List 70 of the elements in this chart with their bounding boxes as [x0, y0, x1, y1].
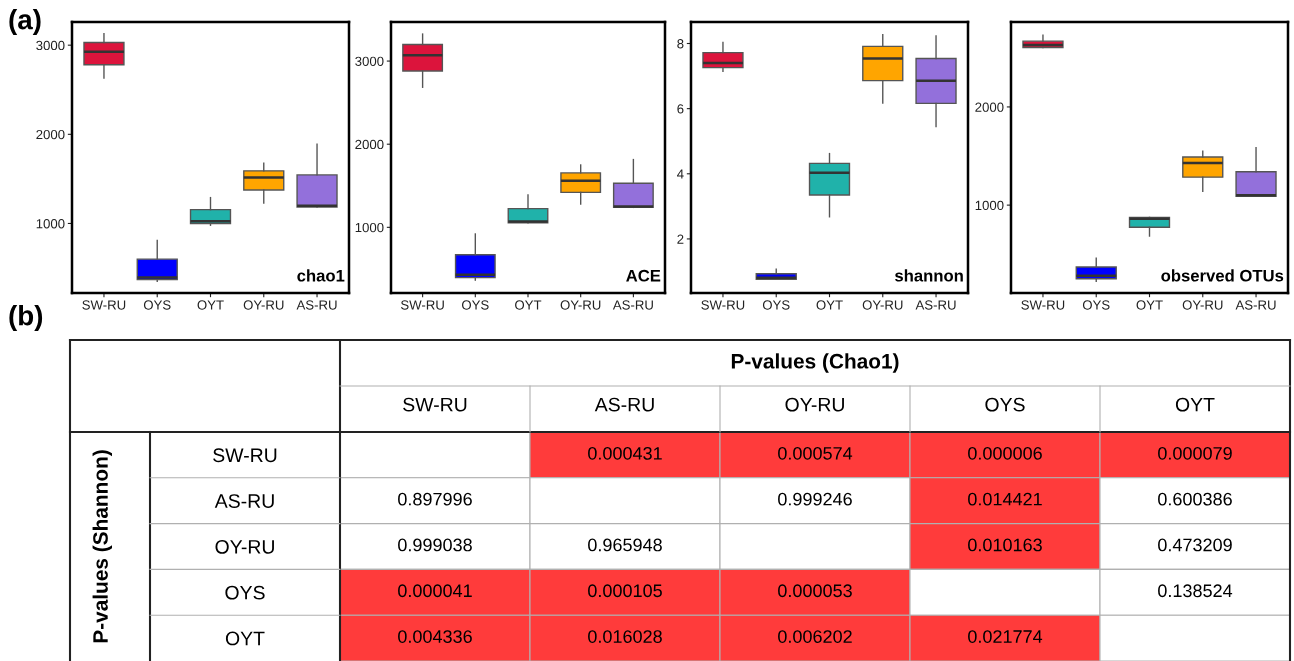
data-label: 0.600386 [1158, 492, 1232, 506]
y-tick-label: SW-RU [213, 448, 277, 463]
x-tick-label: OYT [1136, 300, 1163, 310]
data-label: 0.897996 [398, 492, 472, 506]
x-tick-label: AS-RU [594, 397, 654, 412]
x-tick-label: OYS [143, 300, 171, 310]
annotation: chao1 [297, 269, 345, 282]
data-label: 0.138524 [1158, 584, 1233, 598]
chart-title: P-values (Chao1) [731, 353, 899, 373]
y-tick-label: OY-RU [215, 539, 274, 554]
data-label: 0.000041 [398, 584, 472, 598]
data-label: 0.473209 [1158, 538, 1232, 552]
y-tick-label: 1000 [36, 219, 65, 229]
data-label: 0.010163 [968, 538, 1042, 552]
data-label: 0.999038 [398, 538, 472, 552]
x-tick-label: AS-RU [915, 300, 956, 310]
y-tick-label: 8 [677, 39, 684, 49]
data-label: 0.021774 [968, 630, 1043, 643]
data-label: 0.000431 [588, 446, 662, 460]
x-tick-label: SW-RU [400, 300, 444, 310]
data-label: 0.006202 [778, 630, 852, 643]
y-tick-label: OYS [225, 585, 265, 600]
x-tick-label: OY-RU [560, 300, 601, 310]
text: (b) [9, 305, 43, 331]
y-axis-title: P-values (Shannon) [92, 450, 112, 643]
y-tick-label: 2000 [355, 139, 384, 150]
y-tick-label: 6 [677, 104, 684, 114]
data-label: 0.004336 [398, 630, 472, 643]
x-tick-label: OYS [985, 397, 1025, 412]
data-label: 0.965948 [588, 538, 662, 552]
x-tick-label: SW-RU [403, 397, 467, 412]
x-tick-label: OYS [1082, 300, 1110, 310]
x-tick-label: AS-RU [1235, 300, 1276, 310]
x-tick-label: OYT [816, 300, 843, 310]
y-tick-label: 2 [677, 234, 684, 244]
data-label: 0.000079 [1158, 446, 1232, 460]
y-tick-label: AS-RU [214, 494, 274, 508]
x-tick-label: SW-RU [701, 300, 745, 310]
annotation: ACE [626, 269, 661, 282]
y-tick-label: 2000 [36, 129, 65, 140]
x-tick-label: OYT [1175, 397, 1215, 412]
y-tick-label: 2000 [975, 102, 1004, 112]
x-tick-label: OY-RU [243, 300, 284, 310]
annotation: observed OTUs [1161, 269, 1284, 282]
x-tick-label: AS-RU [612, 300, 653, 310]
data-label: 0.016028 [588, 630, 662, 643]
x-tick-label: SW-RU [82, 300, 126, 310]
x-tick-label: OY-RU [862, 300, 903, 310]
x-tick-label: OYS [462, 300, 489, 310]
y-tick-label: OYT [225, 631, 265, 646]
chart-title: (a) [9, 9, 41, 35]
y-tick-label: 3000 [355, 56, 384, 66]
y-tick-label: 4 [677, 169, 684, 179]
y-tick-label: 1000 [975, 200, 1004, 211]
x-tick-label: SW-RU [1021, 300, 1065, 310]
x-tick-label: OYS [762, 300, 790, 310]
data-label: 0.000105 [588, 584, 662, 598]
x-tick-label: OY-RU [1182, 300, 1223, 310]
x-tick-label: OYT [197, 300, 224, 310]
x-tick-label: OY-RU [785, 397, 844, 412]
annotation: shannon [895, 269, 963, 282]
y-tick-label: 3000 [36, 40, 65, 51]
data-label: 0.000006 [968, 446, 1042, 460]
y-tick-label: 1000 [355, 222, 384, 233]
data-label: 0.000574 [778, 446, 853, 460]
data-label: 0.999246 [778, 492, 852, 506]
data-label: 0.014421 [968, 492, 1042, 506]
data-label: 0.000053 [778, 584, 852, 598]
x-tick-label: OYT [515, 300, 542, 310]
x-tick-label: AS-RU [296, 300, 337, 310]
